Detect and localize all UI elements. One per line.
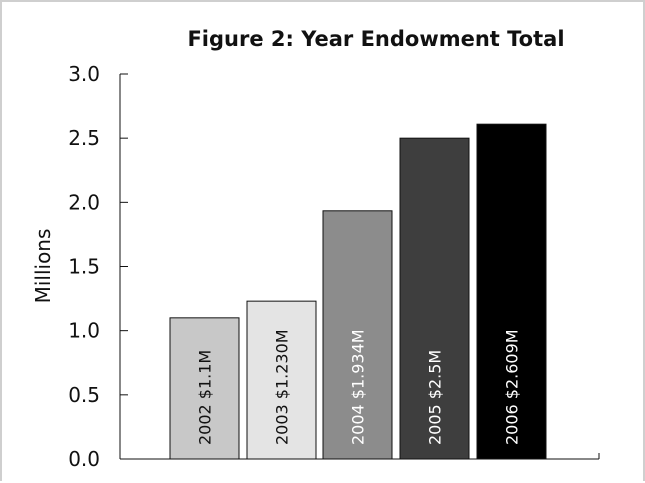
bar-2005 bbox=[399, 137, 470, 460]
bar-2002 bbox=[169, 317, 240, 460]
y-tick-label: 2.0 bbox=[68, 190, 100, 214]
bar-label-2002: 2002 $1.1M bbox=[196, 350, 215, 445]
bar-2006 bbox=[476, 123, 547, 460]
bar-label-2004: 2004 $1.934M bbox=[349, 329, 368, 445]
bar-label-2003: 2003 $1.230M bbox=[273, 329, 292, 445]
y-tick-label: 0.5 bbox=[68, 383, 100, 407]
chart-title: Figure 2: Year Endowment Total bbox=[187, 27, 564, 51]
bar-label-2005: 2005 $2.5M bbox=[426, 350, 445, 445]
y-tick-label: 0.0 bbox=[68, 447, 100, 471]
y-tick-label: 3.0 bbox=[68, 62, 100, 86]
y-tick-label: 1.0 bbox=[68, 319, 100, 343]
bar-2003 bbox=[246, 300, 317, 460]
y-tick-label: 1.5 bbox=[68, 255, 100, 279]
bar-2004 bbox=[322, 210, 393, 460]
y-axis-label: Millions bbox=[31, 229, 55, 304]
y-tick-label: 2.5 bbox=[68, 126, 100, 150]
bars: 2002 $1.1M 2003 $1.230M 2004 $1.934M 2005 $… bbox=[169, 123, 547, 460]
axes: 0.0 0.5 1.0 1.5 2.0 2.5 3.0 bbox=[68, 62, 600, 471]
bar-label-2006: 2006 $2.609M bbox=[503, 329, 522, 445]
